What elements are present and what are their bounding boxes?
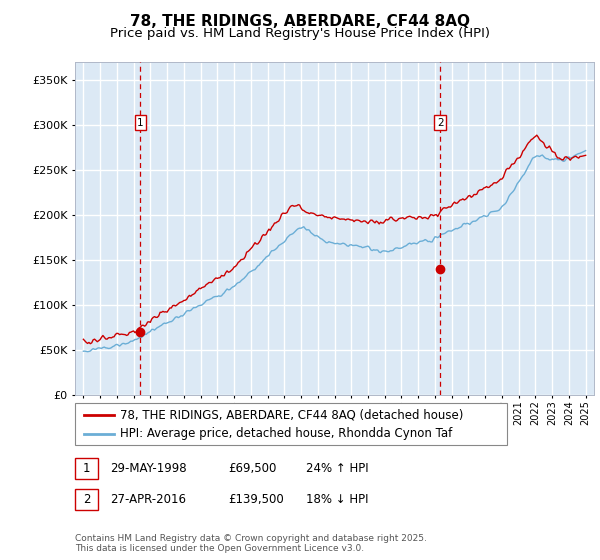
Text: Contains HM Land Registry data © Crown copyright and database right 2025.
This d: Contains HM Land Registry data © Crown c… — [75, 534, 427, 553]
Text: 18% ↓ HPI: 18% ↓ HPI — [306, 493, 368, 506]
Text: 78, THE RIDINGS, ABERDARE, CF44 8AQ (detached house): 78, THE RIDINGS, ABERDARE, CF44 8AQ (det… — [120, 408, 463, 421]
Text: £139,500: £139,500 — [228, 493, 284, 506]
Text: 2: 2 — [83, 493, 90, 506]
Text: HPI: Average price, detached house, Rhondda Cynon Taf: HPI: Average price, detached house, Rhon… — [120, 427, 452, 440]
Text: 27-APR-2016: 27-APR-2016 — [110, 493, 186, 506]
Text: 1: 1 — [137, 118, 144, 128]
Text: 29-MAY-1998: 29-MAY-1998 — [110, 462, 187, 475]
Text: 1: 1 — [83, 462, 90, 475]
Text: 24% ↑ HPI: 24% ↑ HPI — [306, 462, 368, 475]
Text: 78, THE RIDINGS, ABERDARE, CF44 8AQ: 78, THE RIDINGS, ABERDARE, CF44 8AQ — [130, 14, 470, 29]
Text: £69,500: £69,500 — [228, 462, 277, 475]
Text: Price paid vs. HM Land Registry's House Price Index (HPI): Price paid vs. HM Land Registry's House … — [110, 27, 490, 40]
Text: 2: 2 — [437, 118, 443, 128]
